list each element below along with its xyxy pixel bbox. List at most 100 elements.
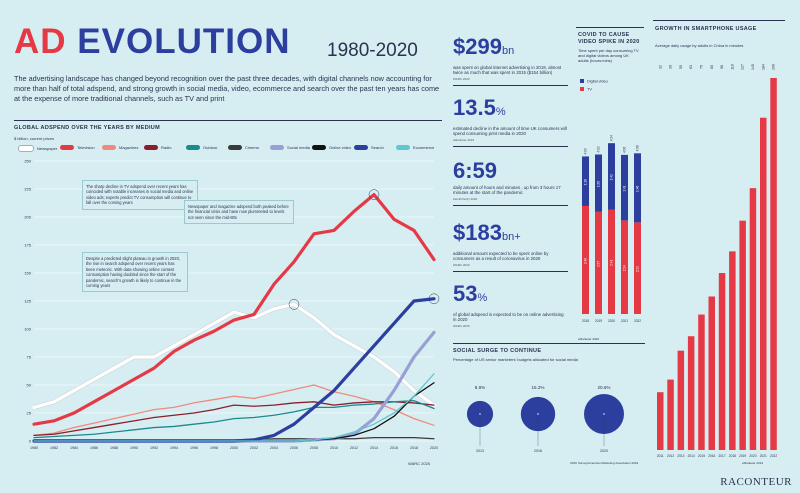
covid-total-label: 4:24 — [610, 135, 614, 141]
stat1-rule — [453, 84, 568, 86]
smartphone-value-label: 32 — [658, 65, 662, 69]
main-chart-source: WARC 2020 — [408, 461, 431, 466]
main-xtick-label: 1994 — [170, 446, 178, 450]
main-xtick-label: 1980 — [30, 446, 38, 450]
covid-bar-tv — [608, 209, 615, 314]
covid-chart: Digital video TV 2:46 1:16 4:03 2018 2:37 1:28 4… — [580, 79, 641, 323]
stat1-desc: was spent on global internet advertising… — [453, 65, 562, 76]
covid-source: eMarketer 2020 — [578, 337, 600, 341]
covid-year-label: 2018 — [582, 319, 589, 323]
smartphone-value-label: 75 — [699, 65, 703, 69]
legend-swatch — [144, 145, 158, 150]
main-ytick-label: 75 — [27, 355, 32, 360]
covid-bar-digital — [595, 154, 602, 212]
series-line-online-video — [33, 382, 435, 442]
main-xtick-label: 2010 — [330, 446, 338, 450]
smartphone-bar — [739, 220, 746, 450]
legend-label: Television — [77, 145, 95, 150]
smartphone-value-label: 184 — [761, 64, 765, 70]
smartphone-year-label: 2021 — [760, 454, 767, 458]
stat2-unit: % — [495, 106, 506, 118]
smartphone-bar — [760, 117, 767, 451]
covid-total-label: 4:06 — [636, 145, 640, 151]
main-xtick-label: 2004 — [270, 446, 278, 450]
main-chart-legend: Newspaper Television Magazines Radio Outdoor… — [18, 145, 438, 153]
smartphone-year-label: 2013 — [677, 454, 684, 458]
covid-bar-digital — [621, 154, 628, 221]
legend-item: Radio — [144, 145, 171, 150]
stat1-source: WARC 2020 — [453, 76, 470, 81]
legend-item: Magazines — [102, 145, 138, 150]
smartphone-bar — [718, 273, 726, 450]
covid-total-label: 4:03 — [584, 148, 588, 154]
covid-digital-label: 1:42 — [610, 174, 614, 180]
stat4-unit: bn+ — [501, 231, 521, 243]
covid-tv-label: 2:37 — [597, 261, 601, 267]
smartphone-sub: Average daily usage by adults in China i… — [655, 43, 744, 48]
legend-swatch — [354, 145, 368, 150]
stat-online-spend: $183bn+ additional amount expected to be… — [453, 222, 568, 272]
main-xtick-label: 2020 — [430, 446, 438, 450]
covid-legend-label: Digital video — [587, 80, 608, 84]
legend-item: Outdoor — [186, 145, 217, 150]
covid-bar-digital — [608, 143, 615, 210]
main-ytick-label: 175 — [24, 243, 31, 248]
main-xtick-label: 1982 — [50, 446, 58, 450]
stat-internet-ads: $299bn was spent on global internet adve… — [453, 36, 568, 86]
stat3-rule — [453, 204, 568, 206]
smartphone-bar — [770, 78, 777, 450]
legend-label: Magazines — [119, 145, 139, 150]
smartphone-year-label: 2017 — [719, 454, 726, 458]
stat3-source: Zenith/Verify 2020 — [453, 196, 478, 201]
smartphone-year-label: 2012 — [667, 454, 674, 458]
covid-year-label: 2021 — [621, 319, 628, 323]
covid-year-label: 2020 — [608, 319, 615, 323]
smartphone-value-label: 145 — [751, 64, 755, 70]
tv-decline-note: The sharp decline in TV adspend over rec… — [82, 180, 198, 210]
main-xtick-label: 2016 — [390, 446, 398, 450]
legend-label: Search — [371, 145, 384, 150]
main-xtick-label: 1998 — [210, 446, 218, 450]
social-year-label: 2013 — [476, 449, 484, 453]
social-value-label: 15.2% — [531, 385, 544, 390]
smartphone-value-label: 98 — [720, 65, 724, 69]
stat2-desc: estimated decline in the amount of time … — [453, 126, 567, 137]
legend-swatch — [228, 145, 242, 150]
legend-swatch — [270, 145, 284, 150]
stat5-value: 53 — [453, 281, 478, 306]
covid-total-label: 4:06 — [623, 147, 627, 153]
main-ytick-label: 250 — [24, 159, 31, 164]
series-line-television — [32, 192, 436, 426]
smartphone-year-label: 2019 — [739, 454, 746, 458]
smartphone-bar — [677, 350, 685, 450]
stat-online-share: 53% of global adspend is expected to be … — [453, 283, 568, 328]
stat2-value: 13.5 — [453, 95, 496, 120]
smartphone-year-label: 2018 — [729, 454, 736, 458]
smartphone-bar — [698, 314, 705, 450]
covid-legend-label: TV — [587, 88, 592, 92]
main-chart-subheading: $ billion, current prices — [14, 136, 55, 141]
smartphone-heading: GROWTH IN SMARTPHONE USAGE — [655, 26, 757, 32]
smartphone-value-label: 39 — [669, 65, 673, 69]
smartphone-value-label: 55 — [679, 65, 683, 69]
main-xtick-label: 2002 — [250, 446, 258, 450]
smartphone-value-label: 63 — [689, 65, 693, 69]
smartphone-chart: 32 2011 39 2012 55 2013 63 2014 75 2015 85 2016 98 20… — [657, 64, 778, 458]
title-ad: AD — [14, 22, 67, 61]
smartphone-year-label: 2015 — [698, 454, 705, 458]
smartphone-value-label: 110 — [730, 64, 734, 70]
main-xtick-label: 2008 — [310, 446, 318, 450]
covid-tv-label: 2:41 — [610, 259, 614, 265]
covid-tv-label: 2:21 — [636, 266, 640, 272]
covid-digital-label: 1:41 — [623, 185, 627, 191]
raconteur-logo: RACONTEUR — [720, 476, 792, 488]
stat5-desc: of global adspend is expected to be on o… — [453, 312, 564, 323]
search-growth-note: Despite a predicted slight plateau in gr… — [82, 252, 188, 293]
intro-text: The advertising landscape has changed be… — [14, 74, 440, 103]
smartphone-bar — [749, 188, 757, 450]
legend-label: Newspaper — [37, 146, 58, 151]
covid-year-label: 2022 — [634, 319, 641, 323]
covid-tv-label: 2:24 — [623, 265, 627, 271]
smartphone-year-label: 2011 — [657, 454, 664, 458]
search-peak-marker — [428, 293, 440, 305]
